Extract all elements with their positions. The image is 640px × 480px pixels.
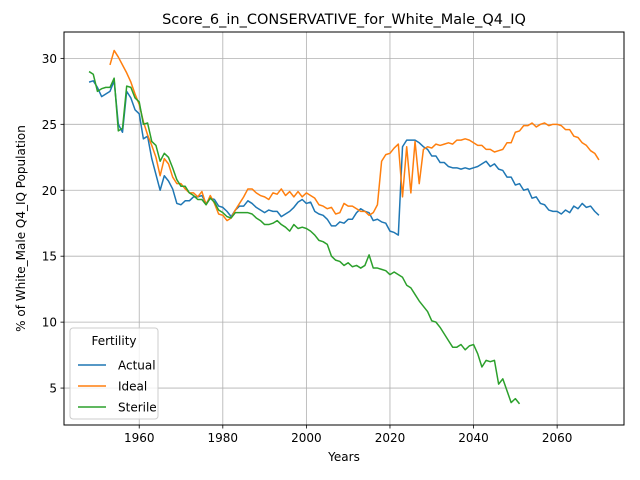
legend-entries: Actual Ideal Sterile (78, 359, 157, 415)
legend-label-ideal: Ideal (118, 380, 147, 394)
plot-area-frame (63, 31, 625, 426)
series-line-actual (88, 80, 600, 236)
series-line-ideal (109, 49, 600, 222)
y-tick-label: 25 (42, 118, 57, 132)
series-lines (88, 49, 600, 405)
series-line-sterile (88, 70, 521, 405)
legend: Fertility Actual Ideal Sterile (69, 327, 159, 420)
y-tick-label: 5 (49, 382, 57, 396)
y-tick-label: 10 (42, 316, 57, 330)
legend-label-actual: Actual (118, 359, 156, 373)
x-axis-label: Years (327, 450, 360, 464)
y-tick-label: 15 (42, 250, 57, 264)
x-tick-label: 1980 (208, 431, 239, 445)
y-tick-label: 20 (42, 184, 57, 198)
x-tick-label: 2040 (458, 431, 489, 445)
x-tick-label: 1960 (124, 431, 155, 445)
y-axis-label: % of White_Male Q4_IQ Population (14, 125, 28, 332)
x-tick-label: 2000 (291, 431, 322, 445)
legend-title: Fertility (91, 334, 136, 348)
legend-label-sterile: Sterile (118, 401, 157, 415)
x-tick-label: 2020 (375, 431, 406, 445)
axis-ticks: 1960 1980 2000 2020 2040 2060 5 10 15 20 25 30 (42, 52, 573, 445)
chart-title: Score_6_in_CONSERVATIVE_for_White_Male_Q… (162, 12, 526, 28)
y-tick-label: 30 (42, 52, 57, 66)
x-tick-label: 2060 (542, 431, 573, 445)
legend-box (69, 327, 159, 420)
